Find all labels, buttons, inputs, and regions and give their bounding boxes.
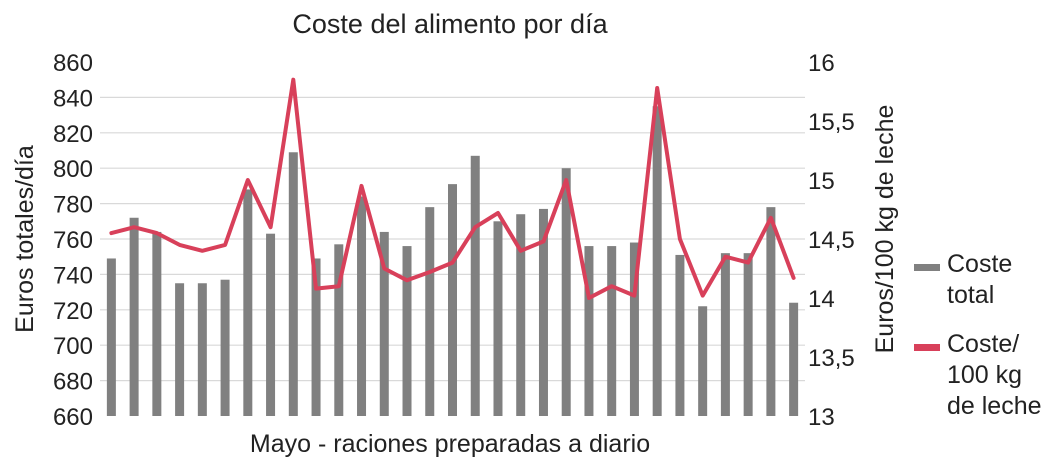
legend-label: 100 kg <box>947 361 1022 389</box>
legend-label: total <box>947 281 994 309</box>
bar <box>129 217 139 416</box>
bar <box>152 231 162 416</box>
bar <box>266 233 276 416</box>
y-tick-label: 780 <box>53 192 93 219</box>
bar <box>743 253 753 416</box>
bar <box>720 253 730 416</box>
bar <box>698 306 708 416</box>
bar <box>425 207 435 416</box>
y-axis-label: Euros totales/día <box>11 145 39 333</box>
bar-series <box>106 106 799 416</box>
right-axis-ticks: 16 15,5 15 14,5 14 13,5 13 <box>808 50 855 431</box>
y2-tick-label: 13 <box>808 404 835 431</box>
legend-label: Coste/ <box>947 330 1019 358</box>
bar <box>311 258 321 416</box>
bar <box>766 207 776 416</box>
bar <box>789 302 799 416</box>
line-series <box>109 77 796 300</box>
bar <box>288 152 298 416</box>
y-tick-label: 740 <box>53 262 93 289</box>
bar <box>561 168 571 416</box>
y-tick-label: 680 <box>53 369 93 396</box>
bar <box>493 221 503 416</box>
bar <box>402 246 412 416</box>
y-tick-label: 700 <box>53 333 93 360</box>
bar <box>175 283 185 416</box>
bar <box>538 208 548 416</box>
bar <box>197 283 207 416</box>
legend-label: de leche <box>947 392 1042 420</box>
bar <box>106 258 116 416</box>
bar <box>516 214 526 416</box>
x-axis-label: Mayo - raciones preparadas a diario <box>250 430 650 458</box>
bar <box>379 231 389 416</box>
y2-tick-label: 15 <box>808 168 835 195</box>
bar <box>607 246 617 416</box>
y2-tick-label: 15,5 <box>808 109 855 136</box>
y-tick-label: 860 <box>53 50 93 77</box>
y2-tick-label: 14,5 <box>808 227 855 254</box>
y-tick-label: 800 <box>53 156 93 183</box>
bar <box>448 184 457 416</box>
y-tick-label: 660 <box>53 404 93 431</box>
y-tick-label: 840 <box>53 85 93 112</box>
bar <box>220 279 230 416</box>
legend: Coste total Coste/100 kg de leche <box>914 250 1042 420</box>
y2-axis-label: Euros/100 kg de leche <box>871 105 899 354</box>
series-line <box>109 77 796 300</box>
y-tick-label: 720 <box>53 298 93 325</box>
bar <box>584 246 594 416</box>
legend-label: Coste <box>947 250 1012 278</box>
y-tick-label: 760 <box>53 227 93 254</box>
bar <box>470 155 480 416</box>
bar <box>357 196 367 416</box>
y-tick-label: 820 <box>53 121 93 148</box>
legend-swatch <box>914 264 940 271</box>
bar <box>652 106 662 416</box>
chart-title: Coste del alimento por día <box>292 9 608 39</box>
bar <box>243 189 253 416</box>
y2-tick-label: 14 <box>808 286 835 313</box>
legend-swatch <box>914 344 940 351</box>
bar <box>629 242 639 416</box>
y2-tick-label: 13,5 <box>808 345 855 372</box>
bar <box>334 244 344 416</box>
y2-tick-label: 16 <box>808 50 835 77</box>
bar <box>675 254 685 416</box>
left-axis-ticks: 860 840 820 800 780 760 740 720 700 680 660 <box>53 50 93 431</box>
